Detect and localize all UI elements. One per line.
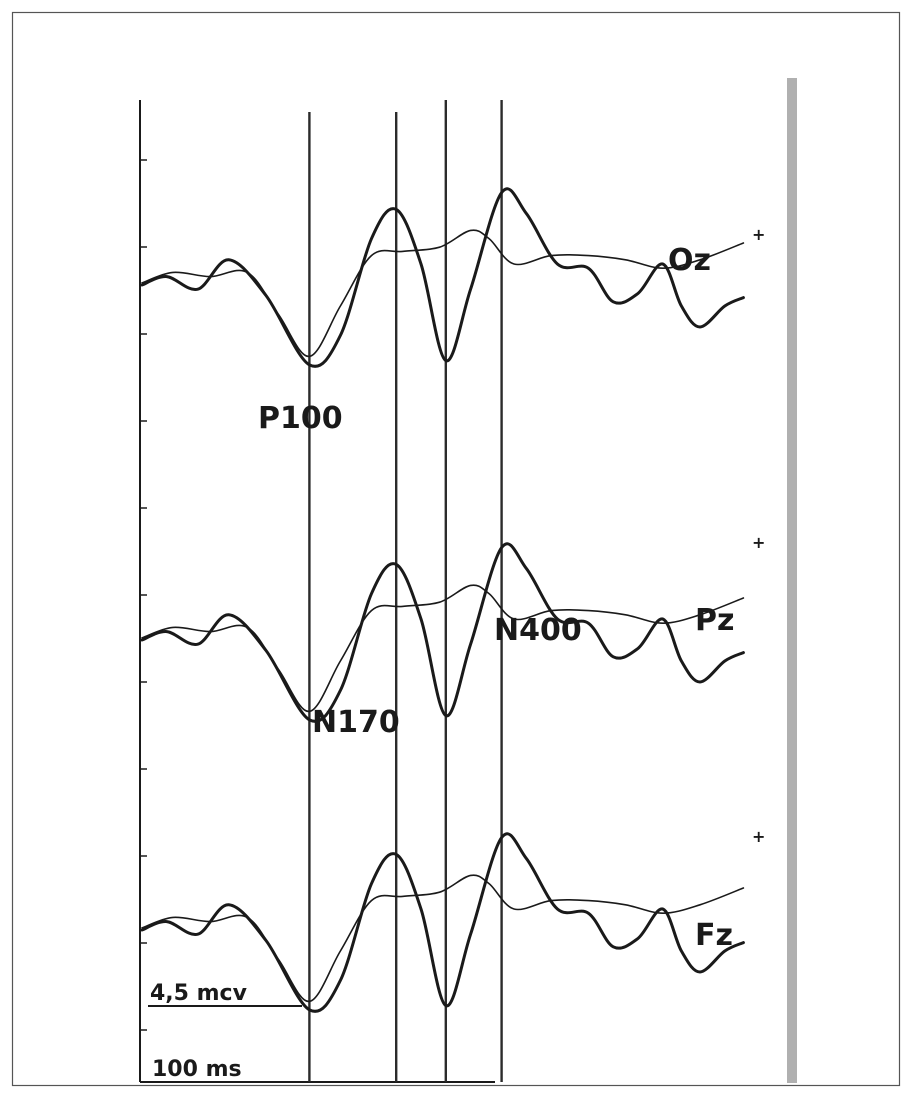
left-ticks bbox=[140, 159, 147, 1031]
trace-pz-thin bbox=[141, 584, 745, 713]
annotation-n170: N170 bbox=[312, 705, 400, 740]
channel-label-pz: Pz bbox=[695, 603, 734, 638]
trace-oz-thin bbox=[141, 229, 745, 358]
right-gray-bar bbox=[787, 78, 797, 1083]
trace-pz-thick bbox=[140, 542, 745, 723]
marker-lines bbox=[308, 100, 503, 1082]
annotations: P100 N170 N400 bbox=[258, 401, 582, 740]
traces bbox=[140, 187, 745, 1013]
channel-label-fz: Fz bbox=[695, 918, 733, 953]
channel-plus-marker: + bbox=[752, 827, 765, 846]
scale-voltage-label: 4,5 mcv bbox=[150, 981, 248, 1006]
channel-labels: Oz + Pz + Fz + bbox=[668, 225, 765, 953]
channel-plus-marker: + bbox=[752, 533, 765, 552]
channel-label-oz: Oz bbox=[668, 243, 711, 278]
outer-frame bbox=[11, 11, 901, 1087]
annotation-p100: P100 bbox=[258, 401, 343, 436]
annotation-n400: N400 bbox=[494, 613, 582, 648]
trace-oz-thick bbox=[140, 187, 745, 368]
channel-plus-marker: + bbox=[752, 225, 765, 244]
scale-time-label: 100 ms bbox=[152, 1057, 242, 1082]
trace-fz-thin bbox=[141, 874, 745, 1003]
